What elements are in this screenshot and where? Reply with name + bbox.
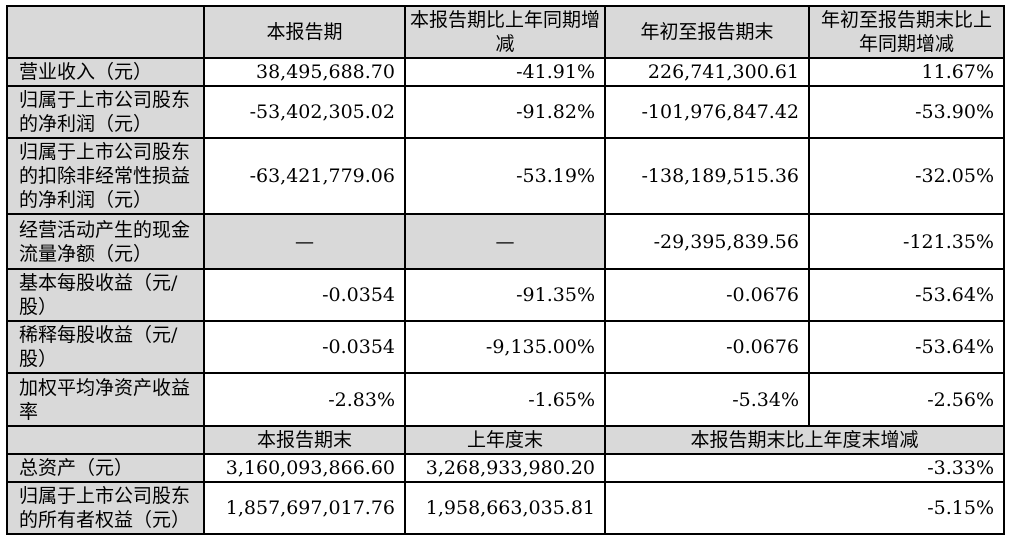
cell-value: -29,395,839.56 [604, 213, 810, 270]
row-label: 总资产（元） [6, 453, 205, 483]
column-header-ytd: 年初至报告期末 [604, 5, 810, 59]
column-header-prior-year-end: 上年度末 [404, 425, 606, 455]
cell-value-empty-dash: — [203, 213, 406, 270]
table-row-diluted-eps: 稀释每股收益（元/股） -0.0354 -9,135.00% -0.0676 -… [6, 320, 1005, 374]
table-row-revenue: 营业收入（元） 38,495,688.70 -41.91% 226,741,30… [6, 57, 1005, 87]
row-label: 加权平均净资产收益率 [6, 372, 205, 427]
cell-value: -91.35% [404, 268, 606, 322]
row-label: 归属于上市公司股东的净利润（元） [6, 85, 205, 139]
row-label: 稀释每股收益（元/股） [6, 320, 205, 374]
cell-value: -3.33% [604, 453, 1005, 483]
cell-value: 3,268,933,980.20 [404, 453, 606, 483]
column-header-current-period: 本报告期 [203, 5, 406, 59]
cell-value: -0.0354 [203, 320, 406, 374]
table-row-weighted-avg-roe: 加权平均净资产收益率 -2.83% -1.65% -5.34% -2.56% [6, 372, 1005, 427]
cell-value: -53.64% [808, 320, 1005, 374]
cell-value: -32.05% [808, 137, 1005, 215]
cell-value: -63,421,779.06 [203, 137, 406, 215]
cell-value: -1.65% [404, 372, 606, 427]
cell-value: -5.34% [604, 372, 810, 427]
cell-value-empty-dash: — [404, 213, 606, 270]
cell-value: -5.15% [604, 481, 1005, 535]
table-row-net-profit-excl-nonrecurring: 归属于上市公司股东的扣除非经常性损益的净利润（元） -63,421,779.06… [6, 137, 1005, 215]
column-header-change-vs-prior-year-end: 本报告期末比上年度末增减 [604, 425, 1005, 455]
column-header-period-end: 本报告期末 [203, 425, 406, 455]
row-label: 营业收入（元） [6, 57, 205, 87]
table-row-total-assets: 总资产（元） 3,160,093,866.60 3,268,933,980.20… [6, 453, 1005, 483]
corner-cell [6, 425, 205, 455]
period-header-row: 本报告期 本报告期比上年同期增减 年初至报告期末 年初至报告期末比上年同期增减 [6, 5, 1005, 59]
row-label: 基本每股收益（元/股） [6, 268, 205, 322]
cell-value: -53,402,305.02 [203, 85, 406, 139]
row-label: 归属于上市公司股东的所有者权益（元） [6, 481, 205, 535]
corner-cell [6, 5, 205, 59]
table-row-owners-equity: 归属于上市公司股东的所有者权益（元） 1,857,697,017.76 1,95… [6, 481, 1005, 535]
cell-value: -0.0354 [203, 268, 406, 322]
cell-value: 38,495,688.70 [203, 57, 406, 87]
cell-value: -0.0676 [604, 320, 810, 374]
cell-value: 1,958,663,035.81 [404, 481, 606, 535]
row-label: 经营活动产生的现金流量净额（元） [6, 213, 205, 270]
cell-value: 3,160,093,866.60 [203, 453, 406, 483]
table-row-operating-cash-flow: 经营活动产生的现金流量净额（元） — — -29,395,839.56 -121… [6, 213, 1005, 270]
cell-value: -101,976,847.42 [604, 85, 810, 139]
cell-value: -121.35% [808, 213, 1005, 270]
table-row-net-profit: 归属于上市公司股东的净利润（元） -53,402,305.02 -91.82% … [6, 85, 1005, 139]
cell-value: -2.56% [808, 372, 1005, 427]
yearend-header-row: 本报告期末 上年度末 本报告期末比上年度末增减 [6, 425, 1005, 455]
financial-summary-table: 本报告期 本报告期比上年同期增减 年初至报告期末 年初至报告期末比上年同期增减 … [6, 5, 1005, 535]
cell-value: -2.83% [203, 372, 406, 427]
cell-value: -53.90% [808, 85, 1005, 139]
cell-value: -53.19% [404, 137, 606, 215]
cell-value: -138,189,515.36 [604, 137, 810, 215]
column-header-yoy-change: 本报告期比上年同期增减 [404, 5, 606, 59]
cell-value: 1,857,697,017.76 [203, 481, 406, 535]
cell-value: 226,741,300.61 [604, 57, 810, 87]
row-label: 归属于上市公司股东的扣除非经常性损益的净利润（元） [6, 137, 205, 215]
cell-value: -53.64% [808, 268, 1005, 322]
cell-value: 11.67% [808, 57, 1005, 87]
cell-value: -9,135.00% [404, 320, 606, 374]
cell-value: -41.91% [404, 57, 606, 87]
cell-value: -0.0676 [604, 268, 810, 322]
table-row-basic-eps: 基本每股收益（元/股） -0.0354 -91.35% -0.0676 -53.… [6, 268, 1005, 322]
cell-value: -91.82% [404, 85, 606, 139]
column-header-ytd-yoy-change: 年初至报告期末比上年同期增减 [808, 5, 1005, 59]
